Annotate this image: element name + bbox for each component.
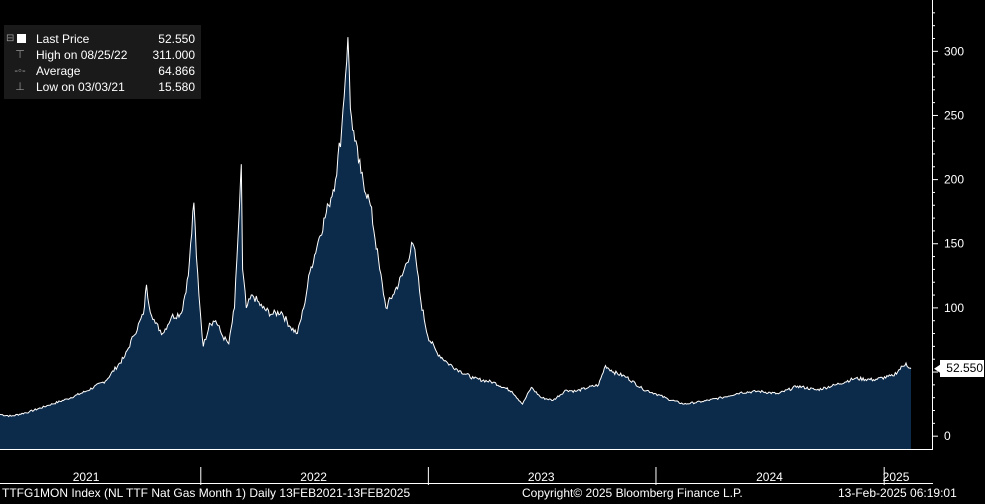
y-tick-label: 250 <box>944 108 964 122</box>
last-price-marker <box>934 364 940 373</box>
collapse-icon[interactable]: ⊟ <box>6 33 15 44</box>
x-tick-label: 2024 <box>756 470 783 484</box>
legend-average-label: Average <box>36 64 81 78</box>
high-marker-icon: ⊤ <box>15 49 25 61</box>
x-tick-label: 2025 <box>883 470 910 484</box>
legend-row-low: ⊥ Low on 03/03/21 15.580 <box>4 79 201 95</box>
y-tick-label: 100 <box>944 301 964 315</box>
legend-low-value: 15.580 <box>158 80 195 94</box>
y-tick-label: 200 <box>944 173 964 187</box>
x-tick-label: 2023 <box>528 470 555 484</box>
legend-row-last-price: ⊟ Last Price 52.550 <box>4 31 201 47</box>
y-tick-label: 150 <box>944 237 964 251</box>
y-tick-label: 300 <box>944 44 964 58</box>
footer-ticker: TTFG1MON Index (NL TTF Nat Gas Month 1) … <box>2 486 411 500</box>
legend-last-price-label: Last Price <box>36 32 90 46</box>
last-price-tag: 52.550 <box>940 360 984 377</box>
y-tick-label: 0 <box>944 429 951 443</box>
legend-box: ⊟ Last Price 52.550 ⊤ High on 08/25/22 3… <box>4 25 201 99</box>
x-tick-label: 2022 <box>300 470 327 484</box>
legend-high-label: High on 08/25/22 <box>36 48 128 62</box>
average-marker-icon: -◦- <box>14 65 26 77</box>
legend-last-price-value: 52.550 <box>158 32 195 46</box>
legend-low-label: Low on 03/03/21 <box>36 80 125 94</box>
price-area <box>0 37 911 449</box>
last-price-swatch <box>17 34 26 43</box>
footer-copyright: Copyright© 2025 Bloomberg Finance L.P. <box>522 486 743 500</box>
legend-row-high: ⊤ High on 08/25/22 311.000 <box>4 47 201 63</box>
legend-high-value: 311.000 <box>152 48 196 62</box>
legend-average-value: 64.866 <box>158 64 195 78</box>
footer-timestamp: 13-Feb-2025 06:19:01 <box>838 486 957 500</box>
price-line <box>0 37 912 418</box>
plot-area <box>0 37 912 449</box>
low-marker-icon: ⊥ <box>15 81 25 93</box>
x-tick-label: 2021 <box>73 470 100 484</box>
legend-row-average: -◦- Average 64.866 <box>4 63 201 79</box>
